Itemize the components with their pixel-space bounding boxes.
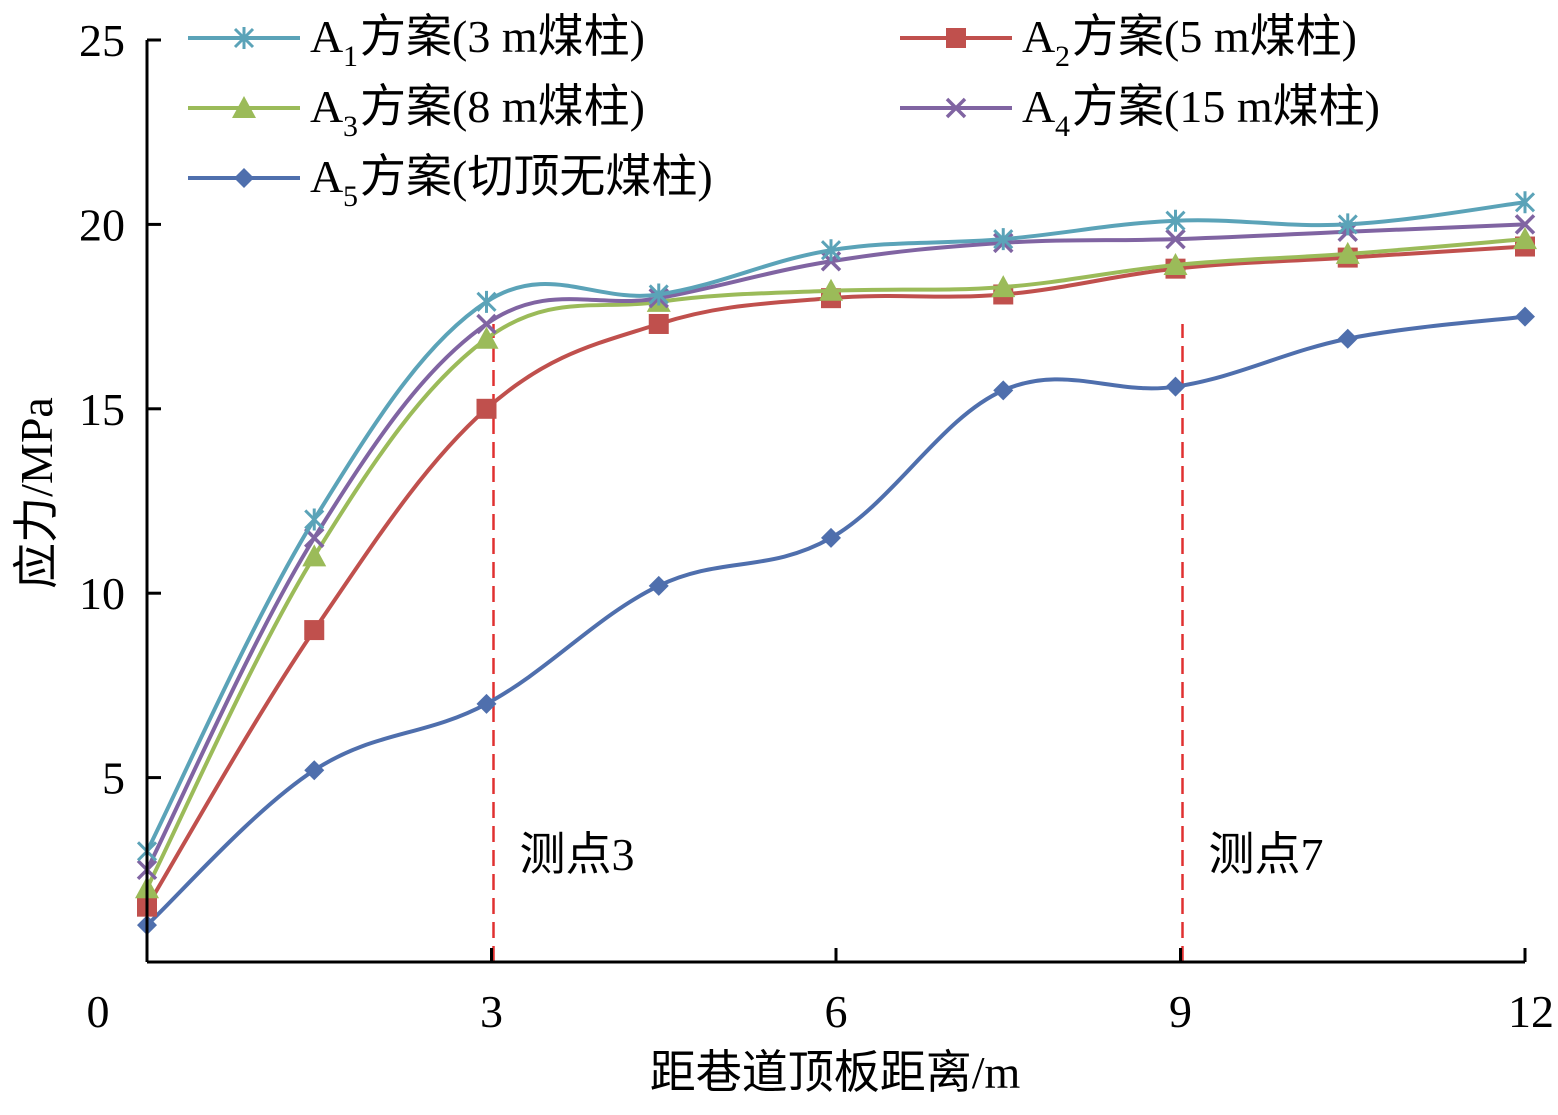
series-line: [145, 244, 1526, 908]
data-point: [820, 239, 842, 262]
legend-label-main: A: [310, 11, 343, 62]
data-point: [304, 508, 325, 531]
plot-series: [135, 191, 1537, 936]
data-point: [476, 313, 497, 335]
series-line: [145, 222, 1526, 871]
legend-label-text: 方案(3 m煤柱): [360, 11, 645, 62]
data-point: [1515, 306, 1535, 327]
legend-label-subscript: 5: [343, 180, 358, 213]
data-point: [474, 326, 499, 349]
legend-label-main: A: [1022, 11, 1055, 62]
data-point: [821, 527, 841, 548]
data-point: [1514, 214, 1536, 235]
data-point: [991, 275, 1016, 298]
legend: A 1 方案(3 m煤柱) A 2 方案(5 m煤柱)A 3 方案(8 m煤柱) A 4 方案(15…: [188, 11, 1380, 213]
y-tick-label: 20: [79, 199, 125, 250]
x-tick-label: 3: [480, 986, 503, 1037]
data-point: [476, 290, 497, 313]
data-point: [1337, 328, 1358, 349]
series-3: [135, 227, 1537, 899]
data-point: [1514, 191, 1536, 214]
legend-label-subscript: 1: [343, 40, 358, 73]
data-point: [648, 313, 669, 334]
x-axis-title: 距巷道顶板距离/m: [650, 1047, 1021, 1098]
legend-label-text: 方案(切顶无煤柱): [360, 151, 713, 202]
data-point: [993, 228, 1014, 251]
series-line: [145, 237, 1526, 890]
data-point: [233, 27, 255, 49]
data-point: [1335, 241, 1360, 264]
data-point: [1165, 209, 1186, 232]
data-point: [304, 760, 325, 781]
legend-item-5: A 5 方案(切顶无煤柱): [188, 151, 713, 213]
legend-item-3: A 3 方案(8 m煤柱): [188, 81, 645, 143]
legend-label-main: A: [1022, 81, 1055, 132]
legend-label-text: 方案(5 m煤柱): [1072, 11, 1357, 62]
data-point: [819, 278, 843, 301]
y-tick-label: 25: [79, 15, 125, 66]
data-point: [946, 28, 966, 48]
x-tick-label: 6: [825, 986, 848, 1037]
y-axis-title: 应力/MPa: [11, 397, 62, 589]
data-point: [648, 575, 669, 596]
reference-lines: 测点3 测点7: [492, 323, 1324, 962]
legend-label-main: A: [310, 151, 343, 202]
x-tick-label: 9: [1169, 986, 1192, 1037]
data-point: [1513, 227, 1537, 250]
data-point: [304, 620, 325, 641]
data-point: [1163, 252, 1188, 275]
data-point: [1337, 213, 1358, 236]
legend-label-main: A: [310, 81, 343, 132]
data-point: [232, 96, 256, 118]
reference-line-label: 测点7: [1209, 829, 1324, 880]
y-tick-label: 10: [79, 568, 125, 619]
data-point: [1165, 228, 1186, 250]
data-point: [945, 97, 967, 119]
y-tick-label: 15: [79, 384, 125, 435]
legend-label-subscript: 2: [1055, 40, 1070, 73]
legend-label-subscript: 4: [1055, 110, 1070, 143]
data-point: [476, 693, 497, 714]
legend-label-text: 方案(15 m煤柱): [1072, 81, 1380, 132]
legend-item-2: A 2 方案(5 m煤柱): [900, 11, 1357, 73]
data-point: [993, 380, 1014, 401]
legend-item-1: A 1 方案(3 m煤柱): [188, 11, 645, 73]
series-2: [137, 236, 1535, 917]
data-point: [648, 283, 669, 306]
reference-line-label: 测点3: [520, 829, 635, 880]
series-4: [136, 214, 1536, 881]
y-tick-label: 5: [102, 753, 125, 804]
data-point: [302, 544, 327, 567]
legend-label-text: 方案(8 m煤柱): [360, 81, 645, 132]
legend-label-subscript: 3: [343, 110, 358, 143]
x-tick-label: 0: [87, 986, 110, 1037]
x-tick-label: 12: [1508, 986, 1554, 1037]
series-5: [137, 306, 1535, 936]
legend-item-4: A 4 方案(15 m煤柱): [900, 81, 1380, 143]
data-point: [1165, 376, 1186, 397]
data-point: [476, 398, 497, 419]
series-1: [136, 191, 1536, 863]
data-point: [234, 168, 254, 188]
